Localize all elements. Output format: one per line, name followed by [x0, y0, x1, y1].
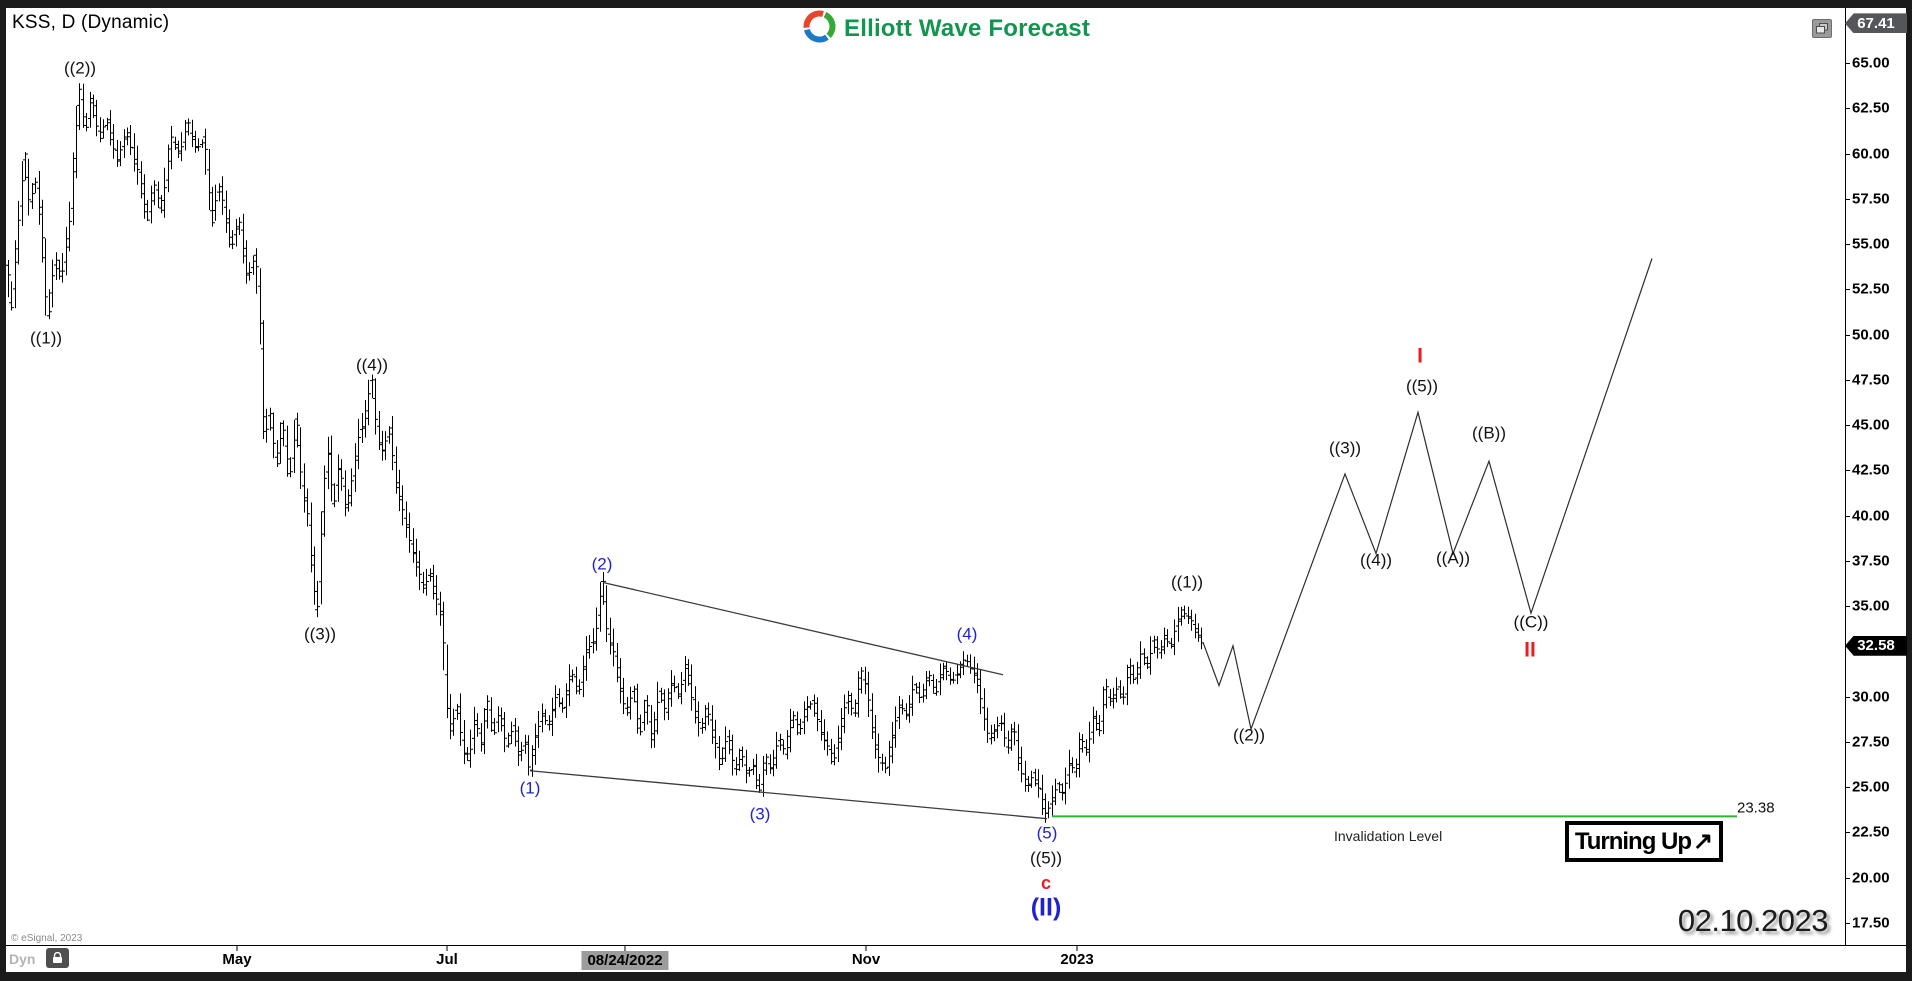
price-tick-mark [1845, 560, 1850, 562]
wave-label: ((1)) [29, 328, 63, 348]
wave-label: ((B)) [1472, 423, 1506, 443]
time-tick-mark [1076, 946, 1078, 951]
price-tick-label: 25.00 [1852, 778, 1890, 796]
price-tick-mark [1845, 470, 1850, 472]
wave-label: ((1)) [1170, 572, 1204, 592]
time-label: Nov [851, 951, 881, 968]
time-tick-mark [865, 946, 867, 951]
time-label: 2023 [1060, 951, 1094, 968]
price-tick-label: 22.50 [1852, 823, 1890, 841]
price-axis-line [1845, 8, 1846, 946]
price-tick-mark [1845, 334, 1850, 336]
wave-label: (4) [956, 624, 978, 644]
price-tick-label: 50.00 [1852, 326, 1890, 343]
elliott-wave-logo-icon [803, 10, 836, 48]
session-high-price-badge: 67.41 [1845, 13, 1907, 34]
price-tick-label: 55.00 [1852, 235, 1890, 253]
price-tick-mark [1845, 108, 1850, 110]
restore-window-icon[interactable] [1812, 19, 1832, 38]
price-tick-mark [1845, 153, 1850, 155]
time-label: May [222, 951, 252, 968]
wave-label: c [1040, 873, 1052, 893]
price-tick-mark [1845, 696, 1850, 698]
price-tick-label: 37.50 [1852, 552, 1890, 570]
wave-label: I [1417, 344, 1423, 368]
forecast-projection-path [1202, 258, 1653, 732]
wave-label: ((3)) [303, 624, 337, 644]
wave-label: (3) [749, 804, 771, 824]
plot-background [6, 8, 1906, 945]
price-tick-mark [1845, 244, 1850, 245]
up-right-arrow-icon: ↗ [1693, 828, 1714, 855]
symbol-title: KSS, D (Dynamic) [12, 12, 170, 33]
price-tick-mark [1845, 63, 1850, 64]
price-tick-label: 42.50 [1852, 461, 1890, 479]
wave-label: (1) [519, 778, 541, 798]
price-tick-label: 27.50 [1852, 733, 1890, 751]
wave-label: ((2)) [1232, 725, 1266, 745]
price-tick-label: 52.50 [1852, 280, 1890, 298]
analysis-date-stamp: 02.10.2023 [1677, 903, 1829, 938]
time-label: Jul [436, 951, 458, 968]
price-tick-label: 30.00 [1852, 688, 1890, 705]
price-tick-label: 17.50 [1852, 914, 1890, 932]
time-label-highlighted: 08/24/2022 [581, 951, 669, 970]
ohlc-price-bars [6, 83, 1204, 823]
brand-logo-text: Elliott Wave Forecast [844, 15, 1091, 42]
time-axis-line [6, 945, 1906, 946]
price-tick-mark [1845, 425, 1850, 426]
price-tick-label: 45.00 [1852, 416, 1890, 434]
price-tick-mark [1845, 606, 1850, 607]
price-tick-label: 57.50 [1852, 190, 1890, 208]
wave-label: ((5)) [1405, 376, 1439, 396]
esignal-copyright: © eSignal, 2023 [11, 933, 83, 944]
time-axis-strip [6, 946, 1906, 972]
price-tick-mark [1845, 198, 1850, 200]
price-tick-label: 65.00 [1852, 54, 1890, 72]
price-tick-label: 20.00 [1852, 869, 1890, 886]
lock-icon[interactable] [46, 948, 69, 968]
wave-label: (II) [1030, 893, 1062, 922]
time-tick-mark [236, 946, 238, 951]
invalidation-level-label: Invalidation Level [1334, 828, 1443, 844]
trendline-upper [602, 581, 1004, 676]
price-tick-mark [1845, 832, 1850, 834]
price-tick-mark [1845, 379, 1850, 381]
wave-label: II [1524, 638, 1536, 662]
wave-label: ((2)) [63, 58, 97, 78]
wave-label: ((4)) [1359, 550, 1393, 570]
brand-logo: Elliott Wave Forecast [803, 10, 1090, 48]
wave-label: (5) [1036, 823, 1058, 843]
time-tick-mark [446, 946, 448, 951]
wave-label: (2) [591, 554, 613, 574]
price-tick-mark [1845, 515, 1850, 517]
price-tick-mark [1845, 741, 1850, 743]
price-tick-label: 60.00 [1852, 145, 1890, 162]
wave-label: ((C)) [1513, 612, 1549, 632]
price-tick-label: 35.00 [1852, 597, 1890, 615]
price-tick-mark [1845, 877, 1850, 879]
last-price-badge: 32.58 [1845, 635, 1907, 656]
wave-label: ((A)) [1436, 548, 1470, 568]
time-tick-mark [624, 946, 626, 951]
price-tick-label: 47.50 [1852, 371, 1890, 389]
trendline-lower [529, 770, 1048, 820]
price-tick-label: 62.50 [1852, 99, 1890, 117]
dynamic-mode-label: Dyn [9, 951, 36, 967]
invalidation-price-value: 23.38 [1737, 799, 1775, 817]
price-tick-mark [1845, 922, 1850, 924]
price-tick-mark [1845, 289, 1850, 291]
price-tick-mark [1845, 787, 1850, 788]
wave-label: ((4)) [355, 355, 389, 375]
price-tick-label: 40.00 [1852, 507, 1890, 524]
turning-up-signal-text: Turning Up [1574, 827, 1692, 855]
wave-label: ((5)) [1029, 848, 1063, 868]
turning-up-signal-box: Turning Up ↗ [1565, 821, 1723, 862]
wave-label: ((3)) [1328, 438, 1362, 458]
